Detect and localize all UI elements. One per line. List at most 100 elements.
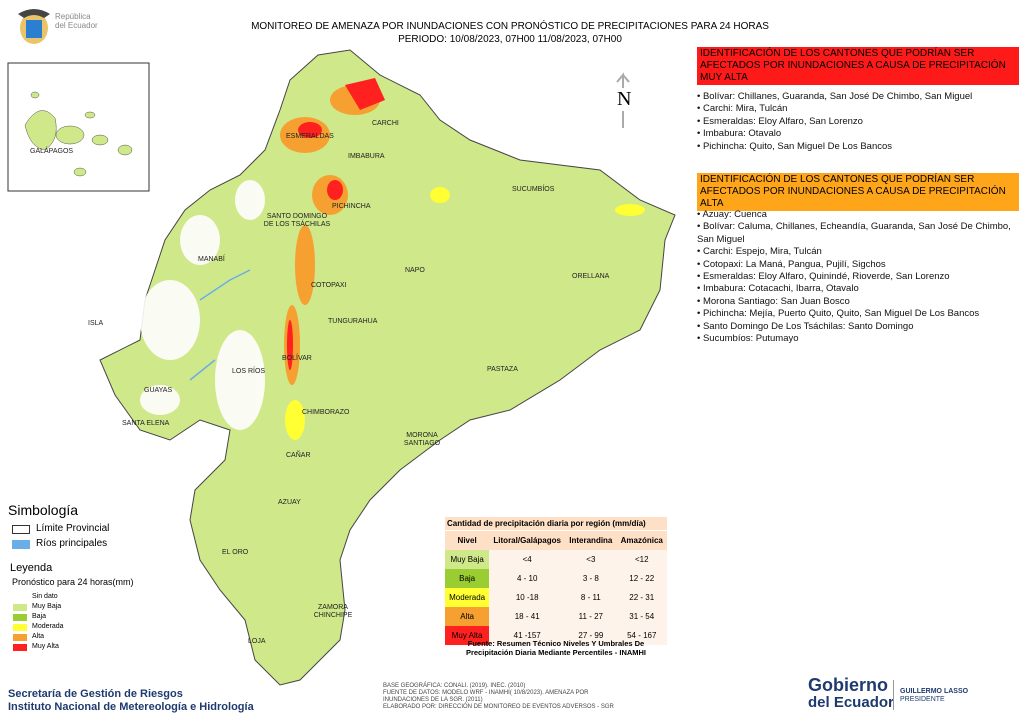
table-source: Fuente: Resumen Técnico Niveles Y Umbral… [465,639,647,657]
institution: Instituto Nacional de Metereología e Hid… [8,701,254,713]
province-label: MANABÍ [198,256,225,263]
alert-item: • Sucumbíos: Putumayo [697,333,799,345]
table-cell: 4 - 10 [516,574,538,583]
alert-item: • Cotopaxi: La Maná, Pangua, Pujilí, Sig… [697,258,886,270]
province-label: SANTO DOMINGO DE LOS TSÁCHILAS [263,213,331,228]
province-label: COTOPAXI [311,282,347,289]
province-label: BOLÍVAR [282,355,312,362]
province-label: EL ORO [222,549,249,556]
gov-line: Gobierno [808,675,888,695]
province-label: CHIMBORAZO [302,409,350,416]
legend-label: Muy Alta [32,643,59,650]
alert-item: • Pichincha: Quito, San Miguel De Los Ba… [697,140,893,152]
alert-item: • Pichincha: Mejía, Puerto Quito, Quito,… [697,308,980,320]
legend-title: Leyenda [10,562,53,574]
symbol-label: Ríos principales [36,538,108,549]
president-line: PRESIDENTE [900,696,945,703]
province-label: TUNGURAHUA [328,318,378,325]
alert-item: • Imbabura: Cotacachi, Ibarra, Otavalo [697,283,859,295]
no-data-areas [140,180,265,430]
title: MONITOREO DE AMENAZA POR INUNDACIONES CO… [251,21,769,32]
province-label: ESMERALDAS [286,133,334,140]
note: FUENTE DE DATOS: MODELO WRF - INAMHI( 10… [383,690,589,703]
legend-subtitle: Pronóstico para 24 horas(mm) [12,577,134,587]
legend-swatch [13,614,27,621]
legend-label: Muy Baja [32,603,62,610]
alert-item: • Carchi: Mira, Tulcán [697,103,788,115]
alert-item: • Azuay: Cuenca [697,209,767,220]
table-cell: 22 - 31 [629,593,655,602]
alert-heading: IDENTIFICACIÓN DE LOS CANTONES QUE PODRÍ… [697,47,1019,85]
legend-label: Baja [32,613,47,620]
table-cell: <3 [586,555,596,564]
province-label: PASTAZA [487,366,518,373]
province-label: ORELLANA [572,273,610,280]
president: GUILLERMO LASSO PRESIDENTE [900,688,968,704]
divider [893,680,894,710]
table-cell: 10 -18 [515,593,539,602]
header-cell: Nivel [457,536,477,545]
header-cell: Interandina [569,536,613,545]
table-row: Muy Baja <4 <3 <12 [445,550,667,569]
gov-line: del Ecuador [808,694,894,711]
province-label: CAÑAR [286,452,311,459]
alert-item: • Bolívar: Chillanes, Guaranda, San José… [697,91,973,102]
symbology-title: Simbología [8,502,79,518]
legend-swatch [13,634,27,641]
table-cell: 27 - 99 [578,631,604,640]
legend-label: Moderada [32,623,64,630]
alert-item: • Morona Santiago: San Juan Bosco [697,295,850,307]
alert-list: • Bolívar: Chillanes, Guaranda, San José… [697,91,1022,153]
table-row: Baja 4 - 10 3 - 8 12 - 22 [445,569,667,588]
table-cell: 18 - 41 [514,612,540,621]
table-cell: 54 - 167 [627,631,657,640]
symbol-swatch [12,525,30,534]
header-cell: Amazónica [620,536,663,545]
province-label: IMBABURA [348,153,385,160]
table-cell: <12 [634,555,649,564]
header: MONITOREO DE AMENAZA POR INUNDACIONES CO… [200,20,820,46]
president-line: GUILLERMO LASSO [900,688,969,695]
table-row: Moderada 10 -18 8 - 11 22 - 31 [445,588,667,607]
table-cell: 12 - 22 [629,574,655,583]
header-cell: Litoral/Galápagos [493,536,561,545]
table-row: Alta 18 - 41 11 - 27 31 - 54 [445,607,667,626]
notes: BASE GEOGRÁFICA: CONALI. (2019). INEC. (… [383,683,628,711]
table-cell: Muy Baja [445,550,490,569]
threshold-table: Nivel Litoral/Galápagos Interandina Amazóni… [445,531,667,645]
hotspots [280,78,645,440]
table-cell: <4 [522,555,532,564]
province-label: GUAYAS [144,387,173,394]
table-cell: 31 - 54 [629,612,655,621]
table-cell: 41 -157 [513,631,541,640]
legend-swatch [13,604,27,611]
province-label: SUCUMBÍOS [512,186,555,193]
province-label: ZAMORA CHINCHIPE [313,604,353,619]
coat-of-arms [18,9,50,44]
alert-item: • Bolívar: Caluma, Chillanes, Echeandía,… [697,221,1011,245]
table-cell: 3 - 8 [582,574,599,583]
alert-heading: IDENTIFICACIÓN DE LOS CANTONES QUE PODRÍ… [697,173,1019,211]
note: BASE GEOGRÁFICA: CONALI. (2019). INEC. (… [383,683,526,689]
period: PERIODO: 10/08/2023, 07H00 11/08/2023, 0… [398,34,622,45]
logo-line: República [55,12,91,21]
symbol-label: Límite Provincial [36,523,110,534]
north-label: N [617,88,632,111]
table-title: Cantidad de precipitación diaria por reg… [445,517,667,530]
table-cell: 8 - 11 [580,593,601,602]
alert-item: • Esmeraldas: Eloy Alfaro, San Lorenzo [697,115,863,127]
table-cell: Muy Alta [445,626,490,645]
table-row: Muy Alta 41 -157 27 - 99 54 - 167 [445,626,667,645]
institutions: Secretaría de Gestión de Riesgos Institut… [8,688,254,714]
legend-swatch [13,624,27,631]
legend-swatch [13,644,27,651]
province-label: ISLA [88,320,104,327]
province-label: PICHINCHA [332,203,371,210]
symbol-swatch [12,540,30,549]
alert-list: • Azuay: Cuenca • Bolívar: Caluma, Chilla… [697,209,1022,345]
gov-logo: Gobierno del Ecuador [808,675,894,711]
table-header: Nivel Litoral/Galápagos Interandina Amazóni… [445,531,667,550]
alert-item: • Carchi: Espejo, Mira, Tulcán [697,246,822,258]
